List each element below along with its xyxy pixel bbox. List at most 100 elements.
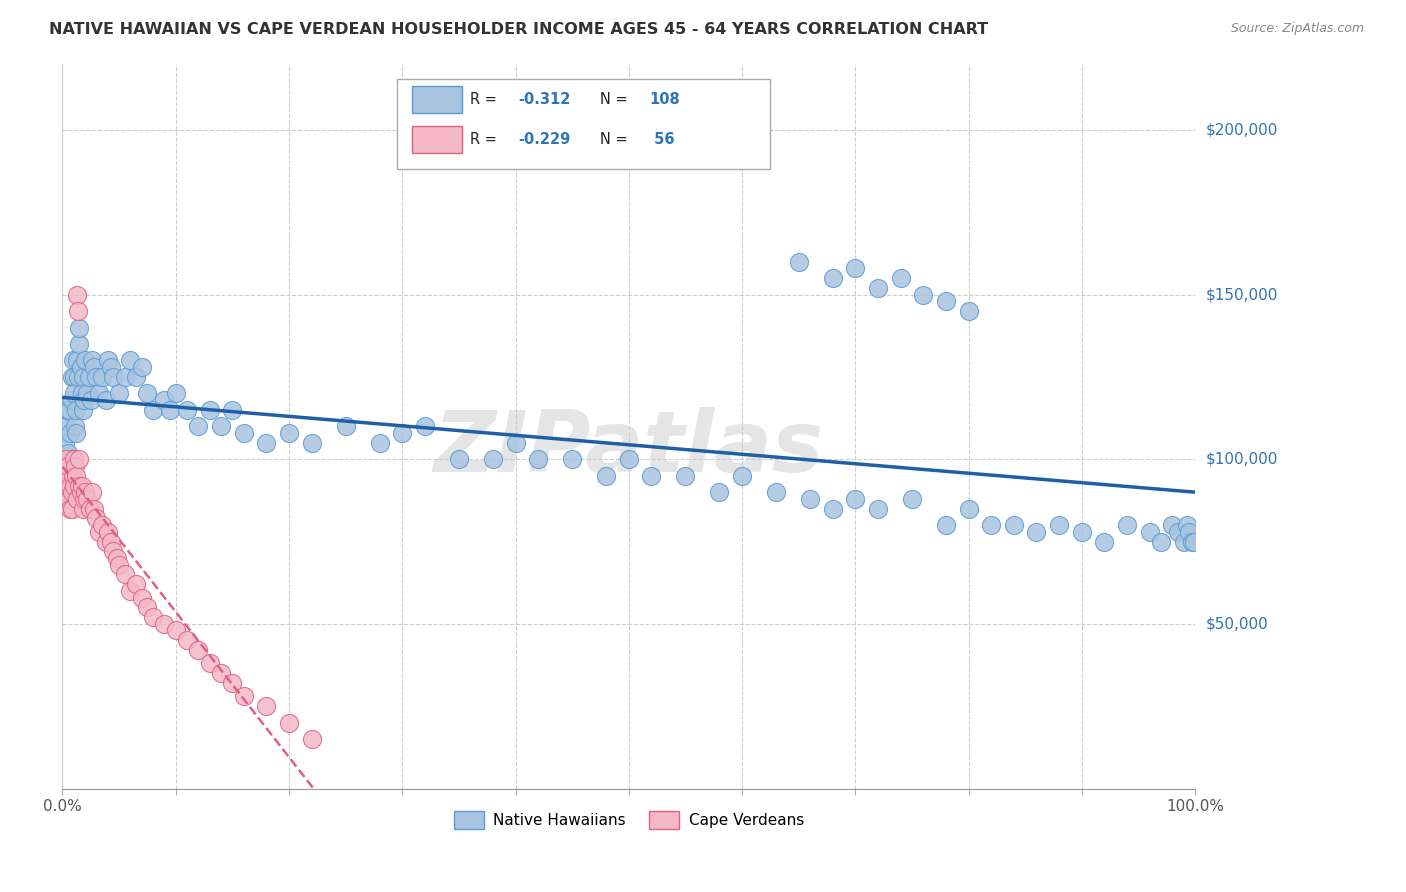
Text: -0.229: -0.229 (517, 132, 569, 147)
Point (957, 501, 980, 516)
Point (100, 534, 122, 549)
Point (278, 425, 301, 440)
Point (142, 402, 165, 417)
Point (59, 478, 82, 492)
Point (640, 468, 662, 483)
Point (1047, 518, 1070, 533)
Point (120, 583, 142, 598)
Point (254, 699, 277, 714)
Point (55, 452, 77, 467)
Point (221, 676, 243, 690)
Point (935, 294, 957, 309)
Point (65, 425, 87, 440)
Point (87, 386, 110, 401)
Point (187, 419, 209, 434)
Point (67, 304, 90, 318)
Point (86, 511, 108, 525)
Point (73, 491, 96, 506)
Point (176, 633, 198, 648)
Point (56, 445, 79, 459)
Point (76, 491, 98, 506)
Point (866, 501, 889, 516)
Point (844, 261, 866, 276)
Point (58, 491, 80, 506)
Point (447, 452, 470, 467)
Point (83, 501, 105, 516)
Point (787, 254, 810, 268)
Point (125, 370, 148, 384)
Point (1139, 524, 1161, 539)
Point (209, 419, 232, 434)
Point (709, 485, 731, 500)
Point (505, 435, 527, 450)
Point (1150, 534, 1173, 549)
Point (56, 468, 79, 483)
Point (595, 468, 617, 483)
Legend: Native Hawaiians, Cape Verdeans: Native Hawaiians, Cape Verdeans (447, 805, 810, 835)
Point (59, 501, 82, 516)
Point (901, 491, 924, 506)
Point (97, 524, 120, 539)
Point (165, 624, 187, 638)
Point (1182, 534, 1205, 549)
Point (69, 320, 91, 334)
Point (1116, 518, 1139, 533)
Point (1070, 524, 1092, 539)
Point (125, 577, 148, 591)
Point (866, 281, 889, 295)
Point (72, 402, 94, 417)
Point (105, 551, 128, 566)
Point (1002, 518, 1025, 533)
Point (765, 485, 787, 500)
Point (1094, 534, 1116, 549)
Text: $150,000: $150,000 (1206, 287, 1278, 302)
Point (391, 425, 413, 440)
Point (70, 386, 93, 401)
Point (136, 600, 159, 615)
Text: R =: R = (470, 92, 502, 107)
Point (69, 452, 91, 467)
Text: NATIVE HAWAIIAN VS CAPE VERDEAN HOUSEHOLDER INCOME AGES 45 - 64 YEARS CORRELATIO: NATIVE HAWAIIAN VS CAPE VERDEAN HOUSEHOL… (49, 22, 988, 37)
Point (821, 271, 844, 285)
Point (221, 402, 243, 417)
Point (561, 452, 583, 467)
Point (56, 491, 79, 506)
Point (935, 518, 957, 533)
Point (301, 435, 323, 450)
Point (673, 468, 696, 483)
Point (53, 468, 76, 483)
Point (66, 287, 89, 301)
Point (844, 491, 866, 506)
Point (91, 370, 114, 384)
Point (232, 425, 254, 440)
Point (53, 435, 76, 450)
Point (100, 359, 122, 374)
Point (76, 386, 98, 401)
Point (70, 478, 93, 492)
Point (80, 485, 103, 500)
Point (1178, 524, 1201, 539)
Point (83, 359, 105, 374)
Point (731, 468, 754, 483)
Point (65, 468, 87, 483)
Point (108, 386, 131, 401)
Point (131, 359, 153, 374)
Point (97, 353, 120, 368)
Point (103, 370, 125, 384)
Point (108, 558, 131, 572)
Point (69, 478, 91, 492)
Point (73, 392, 96, 407)
Point (55, 485, 77, 500)
Point (368, 435, 391, 450)
Point (65, 402, 87, 417)
Text: N =: N = (600, 92, 633, 107)
Point (1181, 534, 1204, 549)
Point (176, 402, 198, 417)
Point (957, 304, 980, 318)
Point (94, 534, 117, 549)
Point (301, 732, 323, 747)
Point (72, 370, 94, 384)
Point (62, 468, 84, 483)
Point (114, 370, 136, 384)
FancyBboxPatch shape (412, 86, 463, 113)
